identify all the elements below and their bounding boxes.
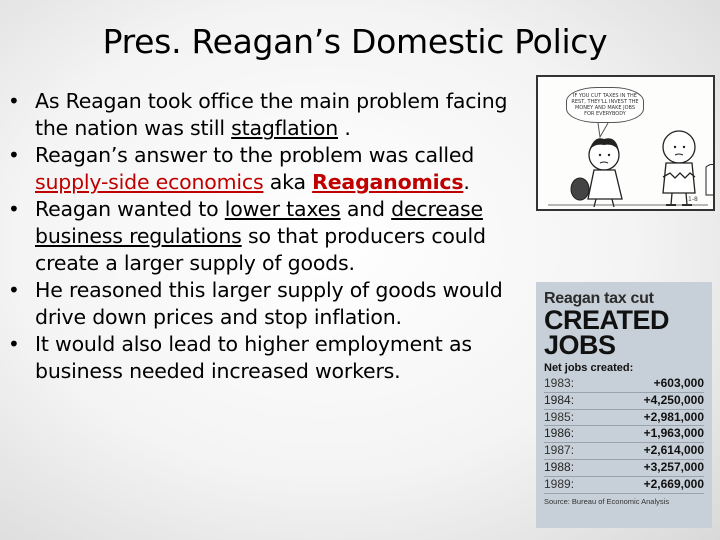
- table-row: 1987: +2,614,000: [544, 443, 704, 460]
- term-reaganomics: Reaganomics: [312, 170, 464, 194]
- bullet-text: Reagan wanted to: [35, 197, 225, 221]
- comic-strip-image: IF YOU CUT TAXES IN THE REST, THEY'LL IN…: [536, 75, 715, 211]
- table-row: 1984: +4,250,000: [544, 392, 704, 410]
- year-cell: 1988:: [544, 459, 575, 474]
- term-stagflation: stagflation: [231, 116, 338, 140]
- taxcut-source: Source: Bureau of Economic Analysis: [544, 496, 670, 506]
- comic-date: 1-8: [688, 196, 698, 203]
- comic-drawing: 1-8: [548, 122, 713, 208]
- bullet-text: and: [340, 197, 392, 221]
- year-cell: 1983:: [544, 376, 575, 390]
- bullet-item: He reasoned this larger supply of goods …: [8, 277, 533, 331]
- bullet-text: It would also lead to higher employment …: [35, 332, 472, 383]
- year-cell: 1986:: [544, 426, 575, 441]
- bullet-text: so that producers could create a larger …: [35, 224, 486, 275]
- bullet-text: He reasoned this larger supply of goods …: [35, 278, 503, 329]
- bullet-text: aka: [263, 170, 313, 194]
- taxcut-heading: Reagan tax cut: [544, 290, 654, 307]
- lucy-figure: [570, 138, 623, 208]
- tax-cut-jobs-graphic: Reagan tax cut CREATED JOBS Net jobs cre…: [536, 282, 712, 528]
- bullet-item: As Reagan took office the main problem f…: [8, 88, 533, 142]
- year-cell: 1989:: [544, 476, 575, 491]
- jobs-value: +603,000: [653, 376, 704, 390]
- jobs-value: +2,669,000: [643, 476, 704, 491]
- table-row: 1983: +603,000: [544, 376, 704, 393]
- bullet-text: As Reagan took office the main problem f…: [35, 89, 508, 140]
- jobs-table: 1983: +603,000 1984: +4,250,000 1985: +2,98…: [544, 376, 704, 494]
- year-cell: 1985:: [544, 409, 575, 424]
- term-supply-side-economics: supply-side economics: [35, 170, 264, 194]
- term-lower-taxes: lower taxes: [224, 197, 341, 221]
- bullet-text: Reagan’s answer to the problem was calle…: [35, 143, 475, 167]
- year-cell: 1984:: [544, 392, 575, 407]
- taxcut-created: CREATED: [544, 305, 670, 335]
- year-cell: 1987:: [544, 443, 575, 458]
- table-row: 1985: +2,981,000: [544, 409, 704, 426]
- bullet-text: .: [463, 170, 470, 194]
- table-row: 1988: +3,257,000: [544, 459, 704, 477]
- jobs-value: +4,250,000: [643, 392, 704, 407]
- bullet-list: As Reagan took office the main problem f…: [8, 88, 533, 385]
- charlie-brown-figure: [662, 130, 696, 206]
- bullet-text: .: [338, 116, 351, 140]
- bullet-item: It would also lead to higher employment …: [8, 331, 533, 385]
- taxcut-jobs: JOBS: [544, 330, 616, 360]
- table-row: 1989: +2,669,000: [544, 476, 704, 494]
- speech-bubble: IF YOU CUT TAXES IN THE REST, THEY'LL IN…: [566, 87, 644, 123]
- jobs-value: +1,963,000: [643, 426, 704, 441]
- jobs-value: +3,257,000: [643, 459, 704, 474]
- bullet-item: Reagan wanted to lower taxes and decreas…: [8, 196, 533, 277]
- taxcut-subheading: Net jobs created:: [544, 362, 634, 374]
- jobs-value: +2,981,000: [643, 409, 704, 424]
- term-decrease-regulations: decrease business regulations: [35, 197, 483, 248]
- slide-title: Pres. Reagan’s Domestic Policy: [102, 22, 608, 61]
- jobs-value: +2,614,000: [643, 443, 704, 458]
- table-row: 1986: +1,963,000: [544, 426, 704, 443]
- bullet-item: Reagan’s answer to the problem was calle…: [8, 142, 533, 196]
